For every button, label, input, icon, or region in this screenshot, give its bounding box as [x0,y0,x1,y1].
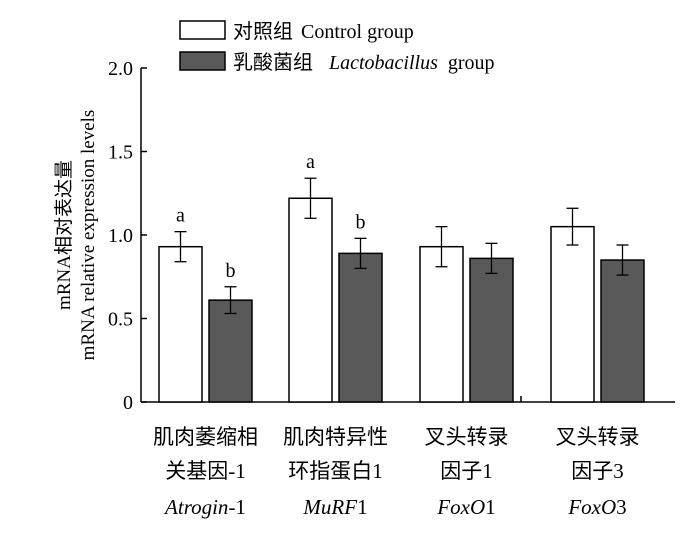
legend-label-lactobacillus-en: Lactobacillus [328,52,438,74]
x-label-cn-line2: 环指蛋白1 [288,459,383,483]
x-label-cn-line2: 因子3 [571,459,624,483]
bar-control-2 [419,245,464,403]
y-axis-title-cn: mRNA相对表达量 [53,160,75,310]
legend-label-lactobacillus-cn: 乳酸菌组 [233,51,313,74]
x-label-cn-line1: 叉头转录 [425,425,509,449]
bar-lactobacillus-0 [208,299,253,403]
x-label-cn-line2: 因子1 [440,459,493,483]
bar-lactobacillus-1 [338,252,383,403]
y-tick-label: 0.5 [108,309,133,331]
y-tick-label: 1.5 [108,142,133,164]
bar-lactobacillus-3 [600,259,645,403]
y-axis-title-en: mRNA relative expression levels [78,110,99,361]
y-axis-title: mRNA相对表达量 mRNA relative expression level… [53,110,99,361]
significance-label: a [306,151,315,173]
legend: 对照组 Control group 乳酸菌组 Lactobacillus gro… [179,20,495,74]
y-tick-label: 2.0 [108,58,133,80]
legend-label-lactobacillus-group: group [448,52,495,74]
x-label-gene: Atrogin-1 [163,495,246,519]
significance-label: b [356,211,366,233]
bar-control-1 [288,197,333,403]
legend-swatch-lactobacillus [179,51,226,71]
x-label-cn-line1: 肌肉萎缩相 [153,425,258,449]
significance-label: a [176,205,185,227]
bars: a a b b [158,151,645,403]
legend-label-control-cn: 对照组 [233,20,293,43]
significance-label: b [226,260,236,282]
legend-swatch-control [179,20,226,40]
svg-text:Lactobacillus group: Lactobacillus group [328,52,495,74]
x-label-gene: MuRF1 [302,495,367,519]
bar-control-0 [158,245,203,403]
x-label-cn-line1: 肌肉特异性 [283,425,388,449]
bar-control-3 [550,225,595,403]
x-label-gene: FoxO3 [567,495,626,519]
legend-label-control-en: Control group [301,21,414,43]
y-tick-label: 1.0 [108,225,133,247]
bar-lactobacillus-2 [469,257,514,403]
x-label-cn-line2: 关基因-1 [165,459,246,483]
y-tick-label: 0 [123,392,133,414]
x-label-cn-line1: 叉头转录 [556,425,640,449]
x-label-gene: FoxO1 [436,495,495,519]
